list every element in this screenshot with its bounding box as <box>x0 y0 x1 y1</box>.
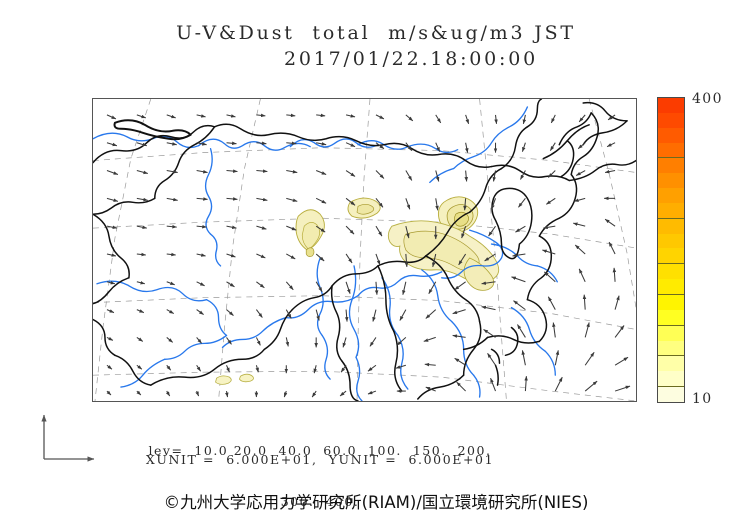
colorbar-segment <box>658 202 684 218</box>
colorbar-segment <box>658 157 684 174</box>
colorbar-segment <box>658 127 684 143</box>
credit-text: ©九州大学応用力学研究所(RIAM)/国立環境研究所(NIES) <box>163 493 589 512</box>
colorbar-segment <box>658 217 684 234</box>
colorbar-segment <box>658 386 684 402</box>
colorbar-segment <box>658 355 684 372</box>
colorbar <box>657 97 685 403</box>
map-svg <box>93 99 636 401</box>
colorbar-segment <box>658 248 684 264</box>
colorbar-segment <box>658 324 684 341</box>
map-plot-area <box>92 98 637 402</box>
colorbar-segment <box>658 293 684 310</box>
chart-title-block: U-V&Dust total m/s&ug/m3 JST 2017/01/22.… <box>0 20 752 72</box>
colorbar-segment <box>658 340 684 356</box>
colorbar-segment <box>658 371 684 387</box>
colorbar-segment <box>658 98 684 113</box>
reference-vector-svg <box>41 414 95 462</box>
colorbar-segment <box>658 188 684 203</box>
graticule-lines <box>93 99 636 401</box>
colorbar-max-label: 400 <box>692 91 723 107</box>
colorbar-segment <box>658 173 684 189</box>
colorbar-segment <box>658 233 684 249</box>
axis-unit-text: XUNIT = 6.000E+01, YUNIT = 6.000E+01 <box>145 452 495 467</box>
wind-vector-field <box>106 113 631 398</box>
chart-title-line-1: U-V&Dust total m/s&ug/m3 JST <box>176 22 576 44</box>
contour-level-text: lev= 10.0 20.0 40.0 60.0 100. 150. 200. … <box>0 408 640 527</box>
colorbar-segment <box>658 263 684 280</box>
colorbar-segment <box>658 142 684 158</box>
colorbar-min-label: 10 <box>692 391 713 407</box>
colorbar-segment <box>658 309 684 325</box>
colorbar-segment <box>658 112 684 128</box>
chart-title-line-2: 2017/01/22.18:00:00 <box>283 48 539 70</box>
contour-level-line-1: lev= 10.0 20.0 40.0 60.0 100. 150. 200. <box>148 443 492 458</box>
contour-level-line-2: 300. 400. <box>280 494 360 509</box>
reference-vector-axes <box>36 405 108 467</box>
colorbar-segment <box>658 279 684 294</box>
